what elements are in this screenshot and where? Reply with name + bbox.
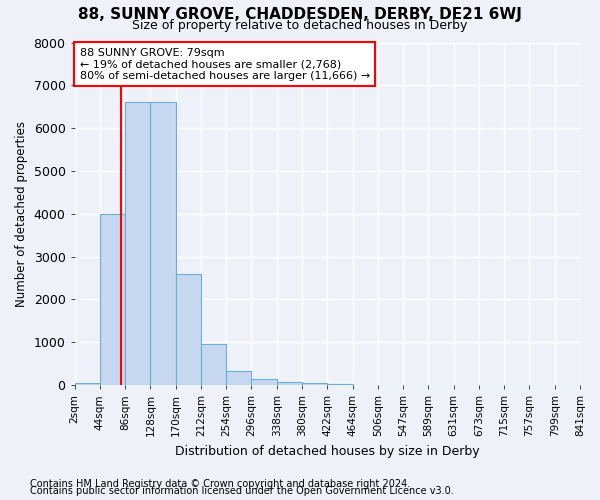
Y-axis label: Number of detached properties: Number of detached properties: [15, 121, 28, 307]
Text: 88 SUNNY GROVE: 79sqm
← 19% of detached houses are smaller (2,768)
80% of semi-d: 88 SUNNY GROVE: 79sqm ← 19% of detached …: [80, 48, 370, 81]
Bar: [201, 344, 226, 385]
Text: Contains HM Land Registry data © Crown copyright and database right 2024.: Contains HM Land Registry data © Crown c…: [30, 479, 410, 489]
Bar: [176, 274, 201, 385]
Bar: [151, 102, 176, 385]
Bar: [327, 384, 353, 385]
Text: Contains public sector information licensed under the Open Government Licence v3: Contains public sector information licen…: [30, 486, 454, 496]
Text: Size of property relative to detached houses in Derby: Size of property relative to detached ho…: [133, 19, 467, 32]
Bar: [100, 214, 125, 385]
Bar: [125, 102, 151, 385]
Text: 88, SUNNY GROVE, CHADDESDEN, DERBY, DE21 6WJ: 88, SUNNY GROVE, CHADDESDEN, DERBY, DE21…: [78, 8, 522, 22]
Bar: [302, 383, 327, 385]
Bar: [251, 380, 277, 385]
Bar: [226, 371, 251, 385]
Bar: [74, 383, 100, 385]
Bar: [277, 382, 302, 385]
X-axis label: Distribution of detached houses by size in Derby: Distribution of detached houses by size …: [175, 444, 479, 458]
